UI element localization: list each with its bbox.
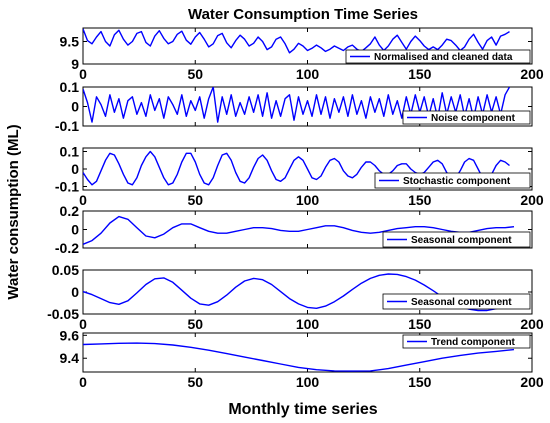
series-line <box>83 215 515 245</box>
y-tick-label: 9.4 <box>60 350 80 366</box>
legend-box <box>374 172 531 189</box>
y-tick-label: 0.05 <box>52 262 79 278</box>
x-tick-label: 150 <box>408 66 432 82</box>
x-tick-label: 200 <box>520 374 544 390</box>
y-axis-label: Water consumption (ML) <box>5 124 22 299</box>
subplot-1: 0 50 100 150 200 9.5 9 Normalised and cleaned d… <box>60 27 544 82</box>
y-tick-label: 0 <box>71 222 79 238</box>
legend-label: Seasonal component <box>411 297 512 308</box>
y-tick-label: -0.1 <box>55 118 79 134</box>
y-tick-label: 0 <box>71 99 79 115</box>
y-tick-label: 0 <box>71 284 79 300</box>
series-line <box>83 28 510 54</box>
y-tick-label: -0.05 <box>47 306 79 322</box>
legend-label: Normalised and cleaned data <box>374 52 513 63</box>
legend-label: Seasonal component <box>411 235 512 246</box>
x-tick-label: 100 <box>296 66 320 82</box>
subplot-2: 0.1 0 -0.1 Noise component <box>55 79 533 134</box>
y-tick-label: 0.1 <box>60 79 80 95</box>
x-tick-label: 150 <box>408 192 432 208</box>
x-tick-label: 50 <box>187 66 203 82</box>
legend-label: Noise component <box>431 113 516 124</box>
legend: Normalised and cleaned data <box>345 49 531 64</box>
legend: Seasonal component <box>382 293 531 310</box>
y-tick-label: -0.1 <box>55 179 79 195</box>
subplots: 0 50 100 150 200 9.5 9 Normalised and cleaned d… <box>47 27 544 390</box>
legend: Stochastic component <box>374 172 531 189</box>
x-tick-label: 100 <box>296 192 320 208</box>
legend-box <box>402 110 531 125</box>
legend-label: Trend component <box>431 337 516 348</box>
y-tick-label: 9.5 <box>60 34 80 50</box>
legend-box <box>382 231 531 248</box>
x-tick-label: 200 <box>520 192 544 208</box>
x-axis-label: Monthly time series <box>228 401 377 418</box>
x-tick-label: 150 <box>408 316 432 332</box>
legend-box <box>382 293 531 310</box>
y-tick-label: 0.1 <box>60 144 80 160</box>
x-tick-label: 50 <box>187 374 203 390</box>
legend: Seasonal component <box>382 231 531 248</box>
legend-label: Stochastic component <box>403 176 511 187</box>
subplot-4: 0.2 0 -0.2 Seasonal component <box>55 203 533 256</box>
x-tick-label: 0 <box>79 192 87 208</box>
y-tick-label: 0 <box>71 161 79 177</box>
x-tick-label: 50 <box>187 192 203 208</box>
series-line <box>83 342 515 372</box>
figure-title: Water Consumption Time Series <box>188 6 418 23</box>
legend-box <box>402 334 531 349</box>
x-tick-label: 0 <box>79 66 87 82</box>
x-tick-label: 0 <box>79 316 87 332</box>
x-tick-label: 100 <box>296 316 320 332</box>
subplot-6: 0 50 100 150 200 9.6 9.4 Trend component <box>60 327 544 390</box>
y-tick-label: 0.2 <box>60 203 80 219</box>
y-tick-label: 9.6 <box>60 327 80 343</box>
series-line <box>83 150 510 186</box>
y-tick-label: -0.2 <box>55 240 79 256</box>
x-tick-label: 100 <box>296 374 320 390</box>
x-tick-label: 200 <box>520 66 544 82</box>
legend: Trend component <box>402 334 531 349</box>
legend: Noise component <box>402 110 531 125</box>
legend-box <box>345 49 531 64</box>
y-tick-label: 9 <box>71 56 79 72</box>
x-tick-label: 50 <box>187 316 203 332</box>
x-tick-label: 0 <box>79 374 87 390</box>
x-tick-label: 150 <box>408 374 432 390</box>
x-tick-label: 200 <box>520 316 544 332</box>
